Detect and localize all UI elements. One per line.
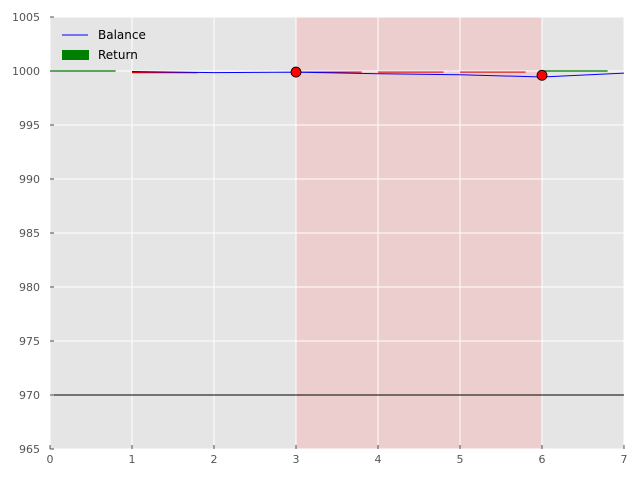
y-tick-label: 995 xyxy=(19,119,40,132)
x-tick-label: 5 xyxy=(457,453,464,466)
x-tick-label: 6 xyxy=(539,453,546,466)
y-tick-label: 1005 xyxy=(12,11,40,24)
y-tick-label: 985 xyxy=(19,227,40,240)
marker-point xyxy=(536,69,548,81)
y-tick-label: 975 xyxy=(19,335,40,348)
x-tick-label: 4 xyxy=(375,453,382,466)
legend-label: Balance xyxy=(98,28,146,42)
x-tick-label: 7 xyxy=(621,453,628,466)
x-tick-label: 1 xyxy=(129,453,136,466)
y-tick-label: 990 xyxy=(19,173,40,186)
x-tick-label: 0 xyxy=(47,453,54,466)
marker-point xyxy=(290,66,302,78)
legend-label: Return xyxy=(98,48,138,62)
x-tick-label: 3 xyxy=(293,453,300,466)
y-tick-label: 1000 xyxy=(12,65,40,78)
legend-swatch-patch xyxy=(62,50,89,60)
y-tick-label: 980 xyxy=(19,281,40,294)
x-tick-label: 2 xyxy=(211,453,218,466)
y-tick-label: 970 xyxy=(19,389,40,402)
y-tick-label: 965 xyxy=(19,443,40,456)
